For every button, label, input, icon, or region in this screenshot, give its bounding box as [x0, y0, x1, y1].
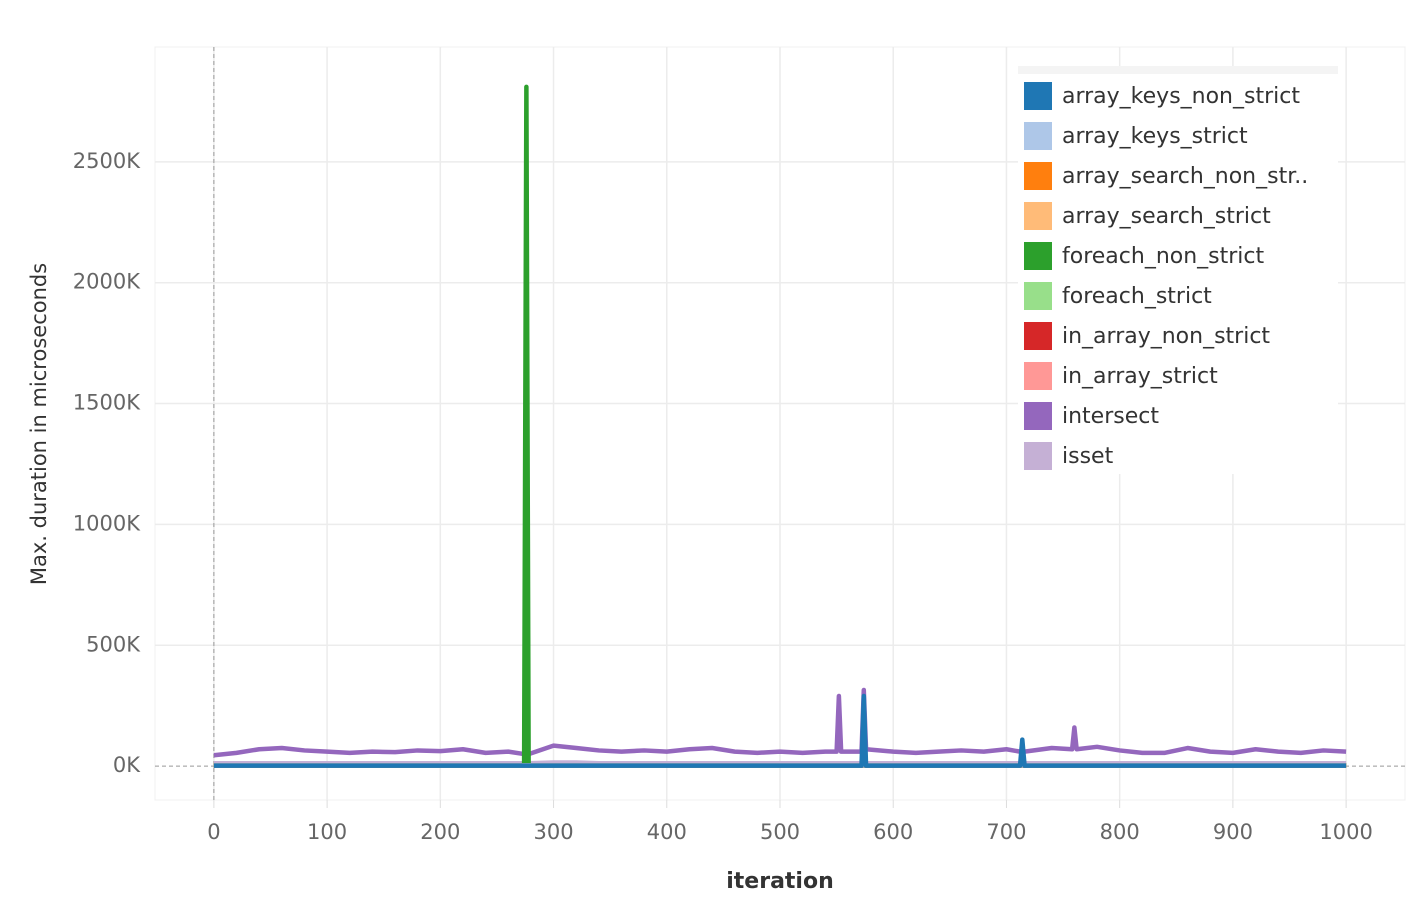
y-axis-label: Max. duration in microseconds	[27, 263, 51, 585]
legend-label: in_array_non_strict	[1062, 324, 1270, 349]
legend-label: array_keys_non_strict	[1062, 84, 1300, 109]
y-tick-label: 1000K	[73, 511, 141, 535]
legend-label: in_array_strict	[1062, 364, 1218, 389]
legend-label: array_search_strict	[1062, 204, 1271, 229]
legend-swatch	[1024, 282, 1052, 310]
legend-swatch	[1024, 162, 1052, 190]
legend-header	[1018, 66, 1338, 74]
x-tick-label: 400	[647, 820, 687, 844]
legend-label: array_keys_strict	[1062, 124, 1248, 149]
x-tick-label: 500	[760, 820, 800, 844]
legend-swatch	[1024, 122, 1052, 150]
y-tick-label: 1500K	[73, 391, 141, 415]
x-tick-label: 900	[1213, 820, 1253, 844]
x-tick-label: 100	[307, 820, 347, 844]
legend: array_keys_non_strict array_keys_strictar…	[1018, 66, 1338, 474]
legend-label: array_search_non_str..	[1062, 164, 1308, 189]
legend-swatch	[1024, 402, 1052, 430]
legend-label: foreach_non_strict	[1062, 244, 1265, 269]
x-tick-label: 0	[207, 820, 220, 844]
legend-swatch	[1024, 242, 1052, 270]
legend-label: foreach_strict	[1062, 284, 1212, 309]
legend-swatch	[1024, 322, 1052, 350]
y-tick-label: 2000K	[73, 270, 141, 294]
legend-box	[1018, 66, 1338, 474]
series-line	[213, 693, 1347, 768]
legend-swatch	[1024, 442, 1052, 470]
y-tick-label: 500K	[86, 632, 141, 656]
x-tick-label: 1000	[1319, 820, 1372, 844]
legend-label: isset	[1062, 444, 1114, 469]
legend-swatch	[1024, 362, 1052, 390]
legend-swatch	[1024, 82, 1052, 110]
x-tick-label: 600	[873, 820, 913, 844]
x-tick-label: 300	[534, 820, 574, 844]
y-tick-label: 2500K	[73, 149, 141, 173]
legend-swatch	[1024, 202, 1052, 230]
x-tick-label: 800	[1100, 820, 1140, 844]
x-tick-label: 700	[986, 820, 1026, 844]
y-tick-label: 0K	[113, 753, 141, 777]
x-tick-label: 200	[420, 820, 460, 844]
legend-label: intersect	[1062, 404, 1159, 429]
x-axis-label: iteration	[726, 869, 834, 894]
series-line	[213, 687, 1347, 758]
